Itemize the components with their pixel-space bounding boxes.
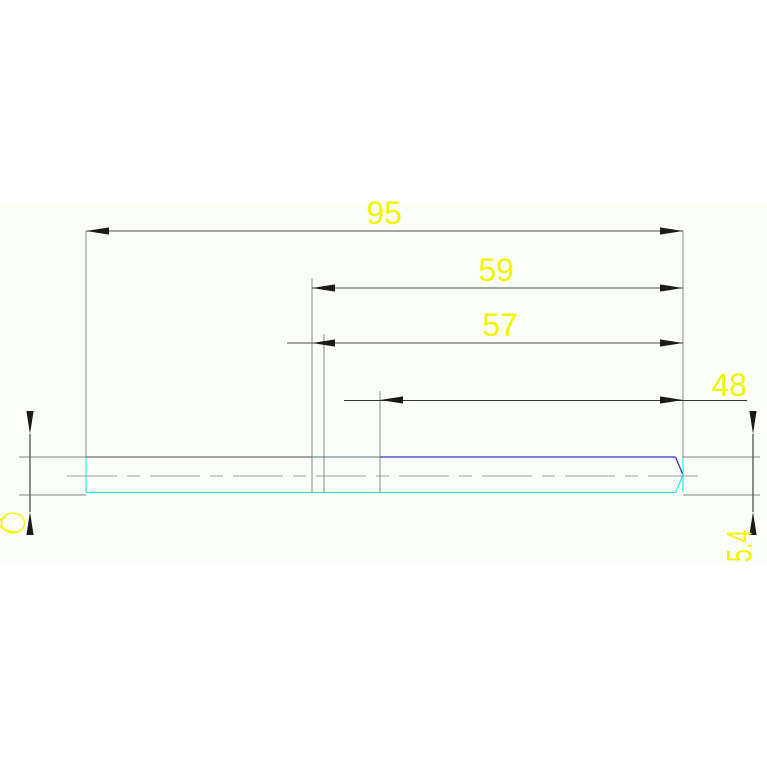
svg-text:5.4: 5.4: [721, 530, 760, 562]
svg-text:59: 59: [478, 252, 514, 288]
svg-text:95: 95: [366, 195, 402, 231]
svg-text:48: 48: [711, 367, 747, 403]
svg-text:57: 57: [482, 307, 518, 343]
